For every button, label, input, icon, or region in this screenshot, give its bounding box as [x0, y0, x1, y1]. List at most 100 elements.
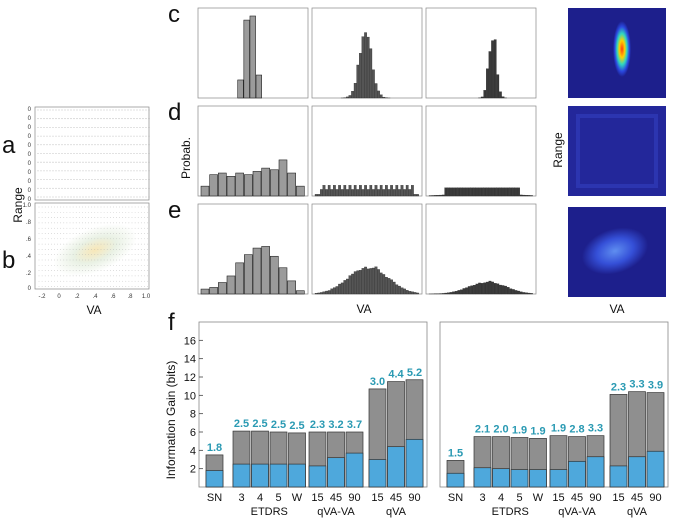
- histogram-bar-d2: [411, 185, 414, 197]
- va-axis-label-map: VA: [609, 302, 624, 316]
- dot: [76, 144, 78, 146]
- dot: [60, 270, 62, 271]
- dot: [79, 127, 81, 128]
- dot: [57, 264, 58, 266]
- dot: [57, 227, 58, 229]
- dot: [49, 153, 51, 154]
- histogram-bar-d3: [452, 187, 455, 197]
- dot: [58, 187, 60, 189]
- dot: [147, 222, 148, 224]
- histogram-bar-e3: [501, 285, 505, 295]
- dot: [38, 227, 40, 229]
- group-label: qVA: [627, 506, 648, 518]
- dot: [85, 286, 86, 287]
- histogram-bar-e1: [252, 247, 262, 295]
- dot: [142, 179, 144, 181]
- dot: [37, 109, 39, 111]
- dot: [79, 135, 81, 137]
- dot: [55, 109, 57, 111]
- dot: [121, 135, 123, 137]
- dot: [144, 259, 145, 261]
- category-label: 3: [238, 492, 244, 504]
- dot: [103, 270, 105, 271]
- dot: [109, 227, 111, 229]
- dot: [82, 259, 83, 261]
- dot: [103, 275, 105, 277]
- histogram-bar-e2: [330, 288, 334, 295]
- dot: [128, 227, 130, 229]
- dot: [122, 222, 124, 224]
- histogram-bar-e2: [335, 286, 339, 295]
- dot: [58, 179, 60, 181]
- histogram-bar-e3: [506, 287, 510, 295]
- dot: [103, 254, 105, 256]
- dot: [103, 153, 105, 154]
- dot: [41, 243, 43, 245]
- histogram-bar-c2: [346, 96, 349, 99]
- histogram-bar-d1: [287, 172, 296, 197]
- dot: [47, 222, 49, 224]
- histogram-bar-e2: [405, 290, 409, 295]
- bar-information: [368, 459, 387, 488]
- dot: [60, 249, 62, 250]
- dot: [97, 275, 99, 277]
- dot: [148, 196, 150, 198]
- histogram-bar-d3: [519, 194, 523, 197]
- histogram-bar-d3: [501, 187, 505, 197]
- dot: [51, 217, 52, 218]
- dot: [140, 233, 142, 234]
- dot: [38, 211, 40, 213]
- dot: [70, 153, 72, 154]
- dot: [147, 249, 148, 250]
- dot: [145, 127, 147, 128]
- dot: [82, 270, 83, 271]
- ytick-label: 2: [190, 464, 196, 476]
- dot: [72, 259, 74, 261]
- dot: [137, 249, 139, 250]
- dot: [125, 259, 127, 261]
- dot: [63, 254, 65, 256]
- histogram-bar-d3: [525, 195, 528, 197]
- dot: [97, 135, 99, 137]
- dot: [63, 259, 65, 261]
- dot: [103, 280, 105, 282]
- group-label: SN: [207, 492, 222, 504]
- dot: [134, 211, 136, 213]
- a-ytick: 0: [28, 116, 32, 122]
- dot: [88, 211, 89, 213]
- dot: [118, 135, 120, 137]
- histogram-bar-d3: [483, 187, 487, 197]
- histogram-bar-c2: [369, 48, 373, 99]
- dot: [67, 196, 69, 198]
- histogram-bar-d2: [416, 194, 419, 197]
- dot: [43, 109, 45, 111]
- histogram-bar-e3: [475, 283, 479, 295]
- dot: [147, 286, 148, 287]
- dot: [97, 243, 99, 245]
- dot: [88, 206, 89, 208]
- dot: [91, 259, 93, 261]
- dot: [88, 233, 89, 234]
- dot: [106, 109, 108, 111]
- dot: [148, 118, 150, 120]
- histogram-bar-e3: [457, 290, 461, 295]
- dot: [37, 118, 39, 120]
- dot: [85, 280, 86, 282]
- category-label: 45: [390, 492, 402, 504]
- dot: [54, 238, 55, 240]
- histogram-bar-d3: [478, 187, 481, 197]
- dot: [40, 161, 42, 163]
- dot: [119, 206, 120, 208]
- histogram-bar-d2: [343, 185, 347, 197]
- dot: [51, 249, 52, 250]
- histogram-bar-d3: [434, 195, 437, 197]
- heatmap-c-peak: [613, 21, 631, 77]
- dot: [91, 211, 93, 213]
- dot: [69, 280, 71, 282]
- bar-value-label: 2.3: [310, 419, 325, 431]
- dot: [38, 280, 40, 282]
- dot: [116, 238, 117, 240]
- dot: [97, 187, 99, 189]
- dot: [52, 109, 54, 111]
- dot: [139, 109, 141, 111]
